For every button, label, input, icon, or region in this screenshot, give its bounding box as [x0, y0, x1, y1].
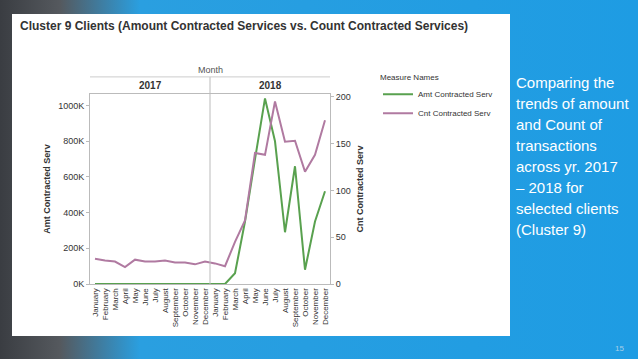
svg-text:0K: 0K: [73, 279, 84, 289]
svg-text:May: May: [131, 288, 140, 303]
svg-text:February: February: [101, 288, 110, 320]
svg-text:Amt Contracted Serv: Amt Contracted Serv: [42, 144, 52, 234]
svg-text:August: August: [161, 287, 170, 313]
svg-text:September: September: [171, 288, 180, 327]
svg-text:April: April: [121, 288, 130, 304]
svg-text:October: October: [301, 288, 310, 317]
svg-text:November: November: [311, 288, 320, 325]
svg-text:February: February: [221, 288, 230, 320]
svg-text:April: April: [241, 288, 250, 304]
svg-text:200: 200: [336, 92, 351, 102]
svg-text:2018: 2018: [259, 80, 282, 91]
svg-text:November: November: [191, 288, 200, 325]
html-text:Cluster 9 Clients (Amount Cont: Cluster 9 Clients (Amount Contracted Ser…: [20, 19, 469, 33]
svg-text:January: January: [91, 288, 100, 316]
svg-text:800K: 800K: [63, 136, 84, 146]
html-text:Comparing the trends of amount: Comparing the trends of amount and Count…: [516, 74, 629, 238]
svg-text:March: March: [111, 288, 120, 310]
svg-text:June: June: [261, 288, 270, 306]
html-text:15: 15: [615, 344, 624, 353]
svg-text:Measure Names: Measure Names: [380, 73, 439, 82]
svg-text:150: 150: [336, 139, 351, 149]
svg-text:October: October: [181, 288, 190, 317]
svg-text:1000K: 1000K: [58, 101, 84, 111]
svg-text:200K: 200K: [63, 243, 84, 253]
svg-text:December: December: [321, 288, 330, 325]
svg-text:Cnt Contracted Serv: Cnt Contracted Serv: [355, 145, 365, 232]
svg-text:December: December: [201, 288, 210, 325]
svg-text:May: May: [251, 288, 260, 303]
svg-text:Amt Contracted Serv: Amt Contracted Serv: [418, 90, 492, 99]
svg-text:400K: 400K: [63, 208, 84, 218]
svg-text:September: September: [291, 288, 300, 327]
svg-text:Month: Month: [198, 65, 223, 75]
svg-text:50: 50: [336, 232, 346, 242]
svg-text:June: June: [141, 288, 150, 306]
svg-text:2017: 2017: [139, 80, 162, 91]
svg-text:600K: 600K: [63, 172, 84, 182]
svg-text:July: July: [151, 288, 160, 302]
svg-text:March: March: [231, 288, 240, 310]
svg-text:August: August: [281, 287, 290, 313]
svg-text:July: July: [271, 288, 280, 302]
svg-text:100: 100: [336, 186, 351, 196]
svg-text:0: 0: [336, 279, 341, 289]
svg-text:January: January: [211, 288, 220, 316]
svg-text:Cnt Contracted Serv: Cnt Contracted Serv: [418, 109, 490, 118]
